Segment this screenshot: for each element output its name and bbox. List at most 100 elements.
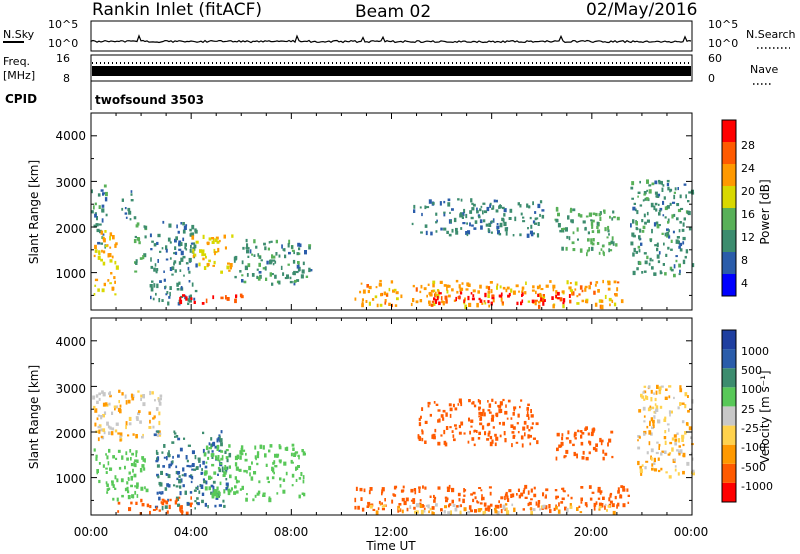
power-cell-13: [662, 263, 665, 266]
velocity-cell-9: [643, 415, 646, 418]
velocity-cell-2: [225, 468, 228, 473]
power-cell-11: [504, 227, 508, 232]
power-cell-13: [643, 191, 647, 195]
velocity-cell-4: [298, 494, 301, 499]
velocity-cell-0: [118, 389, 121, 393]
velocity-cell-2: [166, 456, 168, 461]
velocity-cell-7: [420, 415, 422, 419]
power-cell-13: [678, 273, 681, 276]
velocity-cell-8: [585, 456, 589, 461]
power-cell-2: [130, 193, 133, 196]
power-cell-11: [527, 227, 529, 230]
power-cell-4: [165, 258, 169, 261]
velocity-cell-2: [191, 475, 194, 480]
velocity-cell-4: [220, 450, 224, 453]
velocity-cell-4: [235, 479, 239, 484]
power-cell-4: [195, 263, 198, 268]
power-cell-4: [174, 238, 177, 243]
velocity-cell-4: [282, 478, 286, 482]
power-cell-9: [368, 301, 371, 306]
power-cell-10: [459, 291, 463, 295]
velocity-cell-5: [444, 496, 448, 499]
power-cell-12: [590, 246, 594, 251]
power-ytick-4000: 4000: [55, 129, 86, 143]
power-cell-4: [173, 262, 175, 266]
power-cell-10: [491, 294, 495, 297]
velocity-cell-5: [580, 497, 583, 502]
velocity-cell-2: [198, 490, 201, 494]
power-cell-11: [472, 203, 476, 207]
power-cell-11: [446, 230, 449, 234]
power-cell-1: [98, 250, 101, 255]
velocity-cell-7: [473, 443, 476, 447]
power-cell-4: [161, 247, 164, 250]
velocity-cell-0: [96, 417, 99, 421]
velocity-cell-9: [639, 465, 642, 469]
velocity-cell-1: [96, 471, 99, 475]
power-cell-8: [284, 277, 288, 280]
power-cell-13: [635, 250, 638, 254]
velocity-cell-7: [526, 414, 530, 417]
power-cell-9: [594, 283, 597, 287]
power-cell-9: [400, 294, 403, 299]
velocity-cell-5: [424, 486, 427, 490]
power-cell-0: [101, 236, 104, 239]
velocity-cell-7: [512, 426, 516, 430]
velocity-cell-6: [569, 503, 572, 507]
velocity-cell-0: [159, 394, 163, 398]
velocity-cell-9: [645, 460, 649, 463]
velocity-cell-0: [111, 411, 114, 415]
velocity-cell-3: [185, 511, 189, 515]
power-cell-13: [646, 255, 649, 260]
velocity-cell-5: [548, 504, 551, 509]
power-cell-13: [666, 231, 669, 234]
power-cell-2: [124, 212, 128, 215]
velocity-cell-7: [487, 400, 489, 403]
velocity-cell-0: [125, 400, 128, 405]
power-cell-11: [488, 222, 492, 227]
power-cell-10: [501, 301, 504, 304]
velocity-cell-7: [481, 425, 485, 430]
power-cell-4: [194, 289, 198, 293]
power-cell-13: [661, 187, 664, 192]
power-cell-4: [159, 250, 162, 253]
velocity-cell-9: [643, 398, 646, 401]
power-cell-13: [685, 194, 687, 199]
power-cell-9: [484, 302, 487, 305]
velocity-cell-1: [114, 475, 117, 480]
velocity-cell-2: [167, 484, 171, 488]
velocity-cell-4: [213, 489, 217, 494]
velocity-cell-4: [273, 471, 275, 475]
velocity-cell-4: [209, 476, 213, 480]
power-cell-9: [465, 288, 469, 291]
power-cell-12: [592, 238, 595, 242]
velocity-cell-9: [643, 420, 646, 423]
power-cell-11: [532, 232, 535, 235]
power-cell-11: [473, 227, 477, 230]
velocity-cell-9: [649, 405, 652, 408]
velocity-cell-1: [128, 471, 131, 475]
power-cell-8: [233, 259, 236, 263]
power-cell-8: [287, 243, 290, 248]
velocity-cell-5: [530, 498, 533, 501]
velocity-cell-7: [429, 413, 432, 417]
power-cell-8: [275, 239, 278, 244]
velocity-cell-1: [121, 494, 124, 498]
velocity-cell-7: [526, 411, 529, 416]
velocity-cell-1: [142, 458, 145, 462]
velocity-cell-7: [505, 404, 507, 408]
power-cell-4: [178, 243, 181, 246]
velocity-cell-2: [156, 456, 160, 461]
power-cell-13: [651, 182, 655, 186]
power-cell-3: [144, 226, 147, 230]
velocity-cell-0: [108, 402, 111, 406]
velocity-cell-2: [162, 465, 165, 468]
power-cell-11: [522, 220, 526, 223]
power-cell-11: [465, 213, 468, 219]
power-cell-4: [156, 268, 159, 272]
power-cell-4: [177, 230, 180, 234]
power-cell-13: [638, 249, 641, 253]
power-cell-9: [506, 286, 510, 290]
power-cell-9: [555, 290, 558, 294]
power-cell-13: [676, 236, 680, 239]
